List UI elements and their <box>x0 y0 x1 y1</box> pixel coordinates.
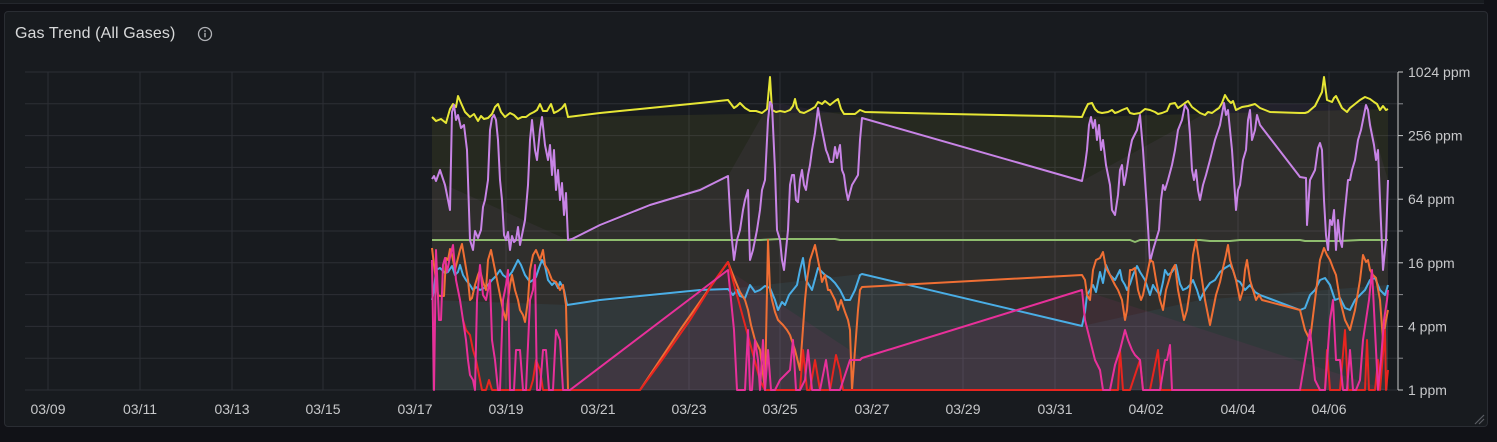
y-axis: 1024 ppm 256 ppm 64 ppm 16 ppm 4 ppm 1 ppm <box>1397 64 1470 398</box>
x-tick-label: 03/27 <box>854 401 889 417</box>
x-tick-label: 03/25 <box>762 401 797 417</box>
x-tick-label: 03/31 <box>1037 401 1072 417</box>
x-tick-label: 03/15 <box>305 401 340 417</box>
series-fills <box>432 102 1388 390</box>
panel-title[interactable]: Gas Trend (All Gases) <box>15 25 176 42</box>
x-tick-label: 04/06 <box>1311 401 1346 417</box>
x-tick-label: 04/04 <box>1220 401 1255 417</box>
x-axis: 03/09 03/11 03/13 03/15 03/17 03/19 03/21 03/23… <box>30 401 1346 417</box>
x-tick-label: 03/21 <box>580 401 615 417</box>
x-tick-label: 03/23 <box>671 401 706 417</box>
x-tick-label: 03/19 <box>488 401 523 417</box>
x-tick-label: 03/29 <box>945 401 980 417</box>
x-tick-label: 03/11 <box>123 401 157 417</box>
y-tick-label: 1 ppm <box>1408 382 1447 398</box>
yellow-series-line[interactable] <box>431 76 1389 124</box>
previous-panel-edge <box>0 0 1484 4</box>
pink-series-fill <box>432 270 1388 390</box>
x-tick-label: 03/09 <box>30 401 65 417</box>
y-tick-label: 256 ppm <box>1408 128 1462 144</box>
info-circle-icon[interactable] <box>197 26 213 42</box>
purple-series-line[interactable] <box>431 101 1389 271</box>
panel-header: Gas Trend (All Gases) <box>15 22 213 46</box>
x-tick-label: 03/13 <box>214 401 249 417</box>
y-tick-label: 4 ppm <box>1408 318 1447 334</box>
resize-handle-icon[interactable] <box>1473 412 1485 425</box>
dashboard-top-strip <box>0 0 1497 10</box>
gas-trend-panel: Gas Trend (All Gases) <box>4 11 1488 427</box>
y-tick-label: 64 ppm <box>1408 191 1455 207</box>
yellow-series-fill <box>432 109 1388 390</box>
y-tick-label: 16 ppm <box>1408 255 1455 271</box>
x-tick-label: 03/17 <box>397 401 432 417</box>
blue-series-fill <box>432 274 1388 390</box>
purple-series-fill <box>432 102 1388 390</box>
x-tick-label: 04/02 <box>1128 401 1163 417</box>
green-series-line[interactable] <box>432 238 1388 243</box>
series-lines <box>431 76 1389 391</box>
pink-series-line[interactable] <box>431 244 1389 391</box>
y-tick-label: 1024 ppm <box>1408 64 1470 80</box>
